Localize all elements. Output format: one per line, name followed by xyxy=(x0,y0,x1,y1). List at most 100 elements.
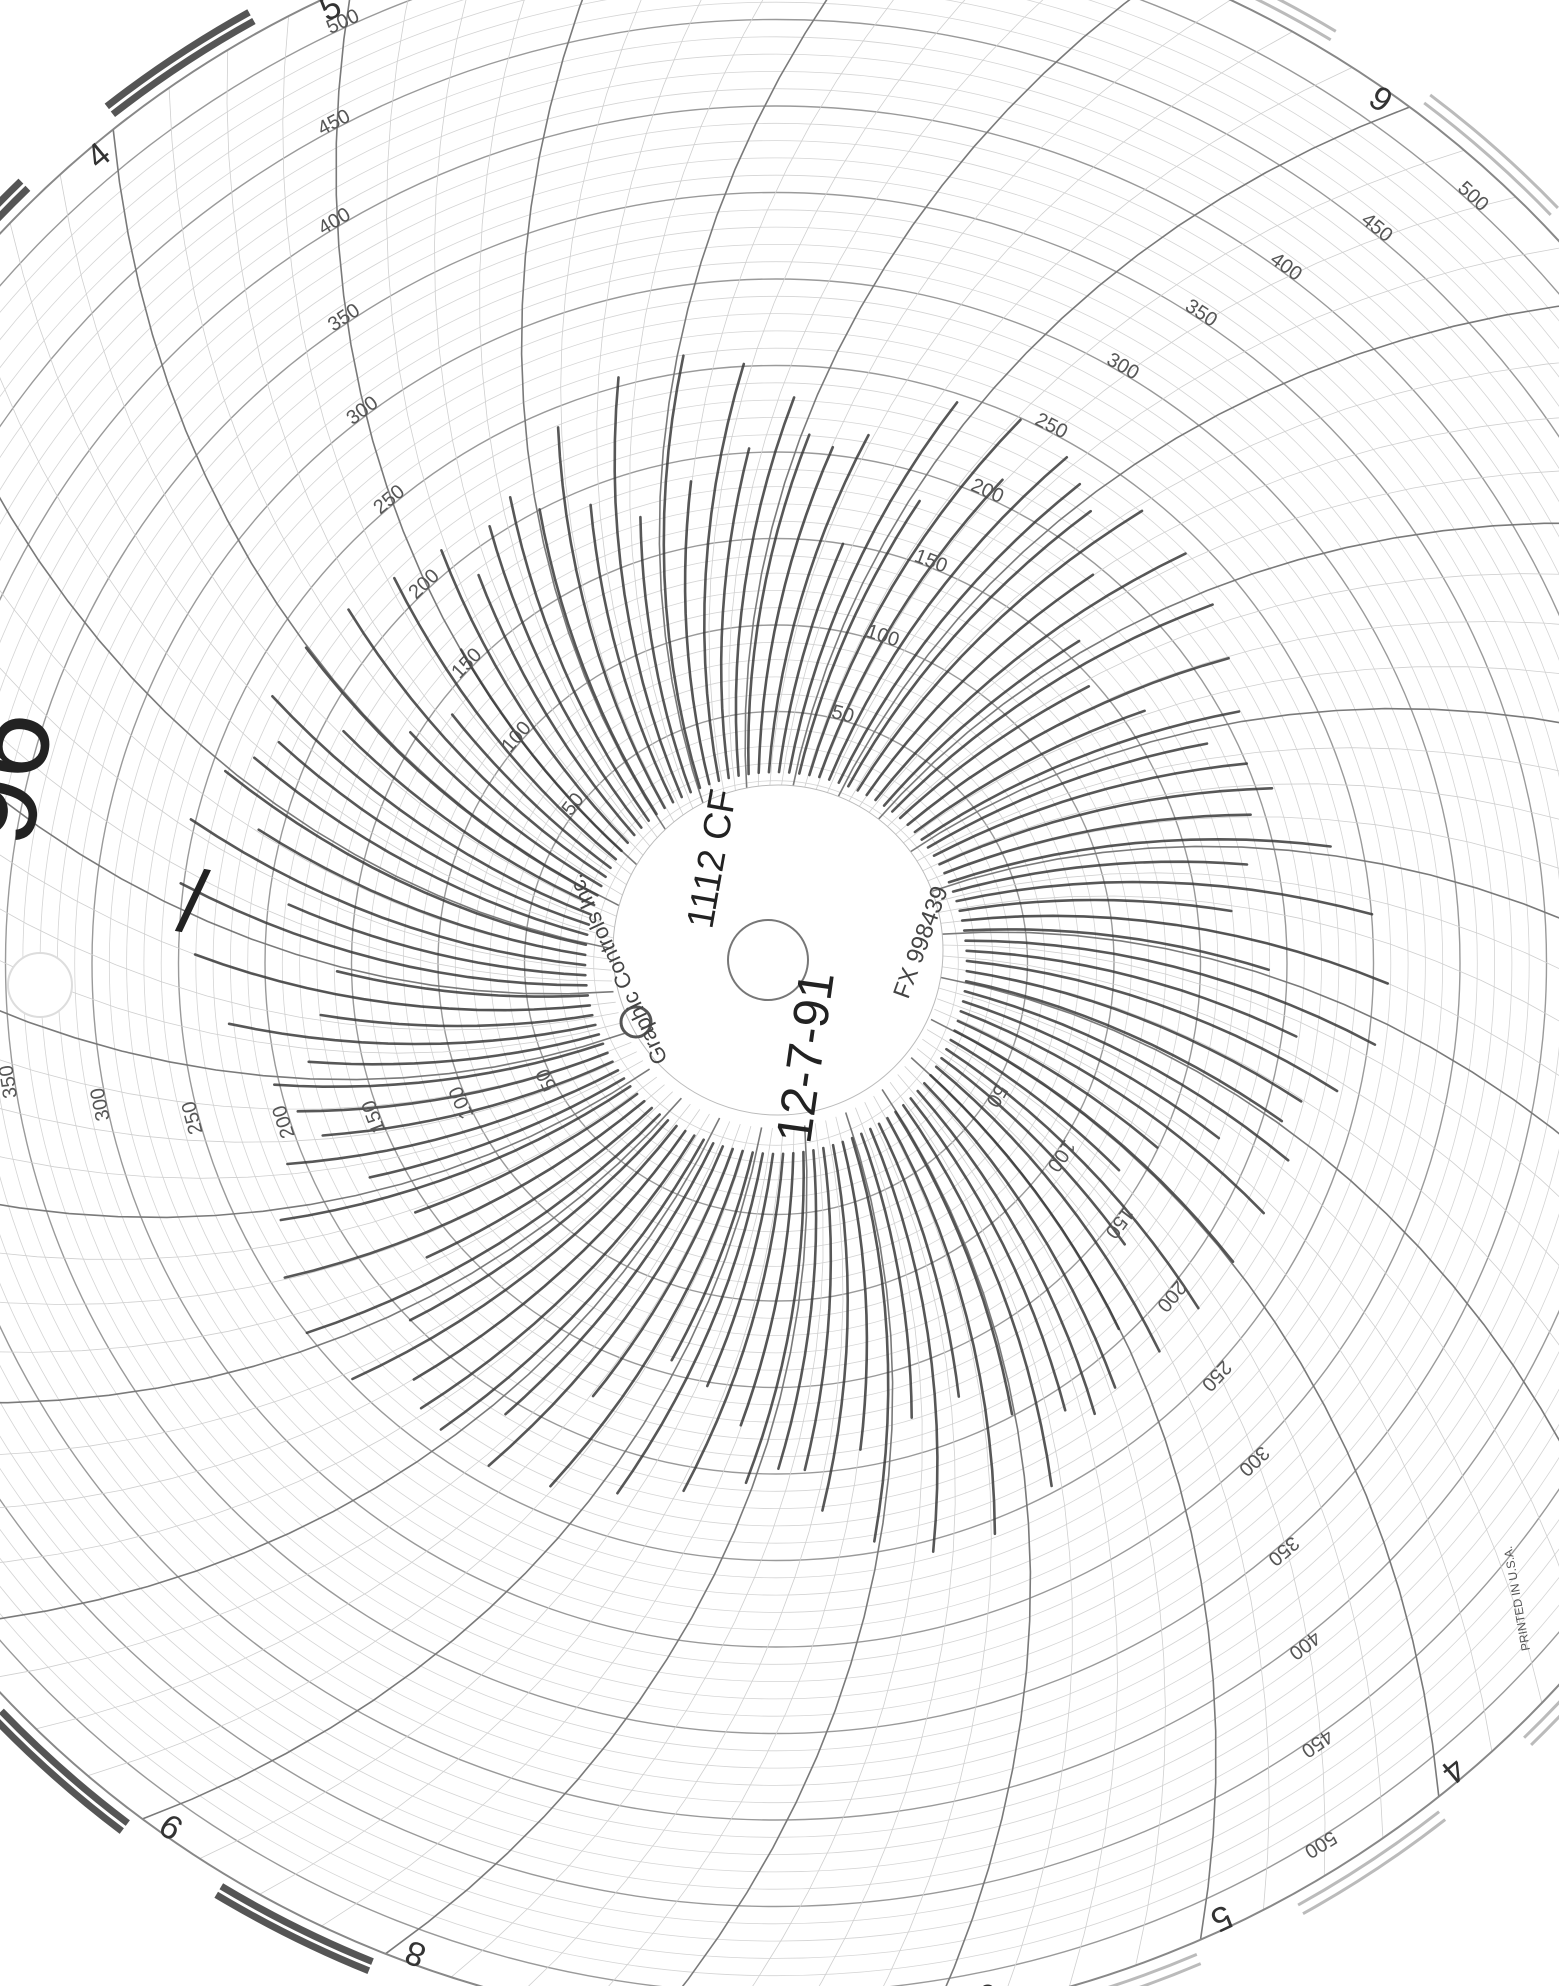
trace-spike xyxy=(965,959,1339,1093)
minor-time-arc xyxy=(879,573,1559,835)
trace-spike xyxy=(286,1069,620,1166)
hour-arc xyxy=(658,0,898,814)
minor-time-arc xyxy=(794,1102,956,1986)
minor-time-arc xyxy=(728,0,1102,803)
minor-ring xyxy=(0,88,1559,1838)
trace-spike xyxy=(926,742,1209,849)
trace-spike xyxy=(891,603,1214,813)
minor-time-arc xyxy=(926,1029,1384,1839)
trace-spike xyxy=(803,1146,833,1472)
trace-spike xyxy=(821,1143,850,1512)
trace-spike xyxy=(616,1152,765,1495)
trace-spike xyxy=(227,1022,597,1046)
minor-ring xyxy=(0,174,1559,1752)
trace-spike xyxy=(906,656,1230,827)
trace-spike xyxy=(279,1085,632,1222)
minor-time-arc xyxy=(779,67,1353,799)
trace-spike xyxy=(670,1151,754,1362)
hour-band-bar xyxy=(0,1719,124,1834)
minor-time-arc xyxy=(708,0,1035,806)
minor-time-arc xyxy=(916,1048,1270,1910)
trace-spike xyxy=(808,418,1022,777)
trace-spike xyxy=(408,1119,670,1322)
trace-spike xyxy=(916,1089,1096,1416)
trace-spike xyxy=(487,1145,725,1467)
trace-spike xyxy=(683,480,711,786)
minor-ring xyxy=(0,122,1559,1804)
minor-ring xyxy=(108,295,1444,1631)
trace-spike xyxy=(964,980,1284,1123)
trace-spike xyxy=(335,970,590,998)
minor-ring xyxy=(385,572,1167,1354)
minor-ring xyxy=(0,157,1559,1769)
minor-ring xyxy=(0,71,1559,1855)
hour-band-bar xyxy=(104,9,251,110)
minor-time-arc xyxy=(861,469,1559,823)
minor-time-arc xyxy=(936,998,1543,1704)
minor-time-arc xyxy=(934,1008,1493,1752)
minor-time-arc xyxy=(768,31,1293,799)
minor-ring xyxy=(333,520,1219,1406)
trace-spike xyxy=(777,1149,818,1470)
trace-spike xyxy=(682,1152,785,1493)
minor-time-arc xyxy=(933,895,1559,1222)
trace-spike xyxy=(508,496,650,822)
trace-spike xyxy=(253,756,589,936)
minor-time-arc xyxy=(386,0,648,860)
minor-time-arc xyxy=(821,246,1559,805)
minor-ring xyxy=(368,555,1184,1371)
trace-spike xyxy=(538,508,658,816)
trace-spike xyxy=(841,1140,869,1451)
trace-spike xyxy=(929,1073,1121,1331)
hour-band-bar xyxy=(1297,1810,1441,1907)
trace-spike xyxy=(940,1056,1126,1246)
trace-spike xyxy=(591,1147,734,1398)
trace-spike xyxy=(947,837,1332,884)
minor-ring xyxy=(0,53,1559,1873)
minor-ring xyxy=(299,486,1253,1440)
minor-ring xyxy=(195,382,1357,1544)
trace-spike xyxy=(412,1129,687,1381)
trace-spike xyxy=(296,1051,609,1113)
hour-band-bar xyxy=(0,185,31,222)
trace-spike xyxy=(865,573,1095,797)
trace-spike xyxy=(958,898,1233,913)
trace-spike xyxy=(589,503,675,804)
minor-time-arc xyxy=(0,1103,691,1457)
spindle-hole xyxy=(727,919,809,1001)
trace-spike xyxy=(965,969,1303,1103)
hour-arc xyxy=(142,1127,763,1820)
trace-spike xyxy=(837,482,1082,784)
trace-spike xyxy=(847,509,1092,788)
minor-time-arc xyxy=(0,911,632,1110)
trace-spike xyxy=(953,1029,1235,1263)
trace-spike xyxy=(877,1122,961,1398)
minor-time-arc xyxy=(811,196,1517,803)
trace-spike xyxy=(894,1110,1014,1416)
hour-band-bar xyxy=(1302,1818,1447,1916)
minor-ring xyxy=(281,468,1271,1458)
trace-spike xyxy=(277,740,591,926)
hour-arc xyxy=(831,299,1559,809)
minor-ring xyxy=(0,0,1559,1942)
trace-spike xyxy=(706,1152,775,1388)
trace-spike xyxy=(189,818,587,967)
trace-spike xyxy=(777,542,845,774)
trace-spike xyxy=(224,769,588,946)
minor-ring xyxy=(143,330,1409,1596)
hour-arc xyxy=(654,1112,894,1986)
trace-spike xyxy=(746,433,811,776)
hour-arc xyxy=(881,1088,1032,1986)
minor-ring xyxy=(316,503,1236,1423)
minor-time-arc xyxy=(9,222,616,928)
minor-ring xyxy=(160,347,1392,1579)
hour-arc xyxy=(0,329,612,950)
minor-ring xyxy=(454,641,1098,1285)
minor-time-arc xyxy=(0,773,623,1054)
trace-spike xyxy=(549,1149,744,1488)
minor-time-arc xyxy=(863,1095,992,1986)
minor-time-arc xyxy=(0,508,613,982)
major-ring xyxy=(177,364,1375,1562)
trace-spike xyxy=(307,1033,601,1066)
